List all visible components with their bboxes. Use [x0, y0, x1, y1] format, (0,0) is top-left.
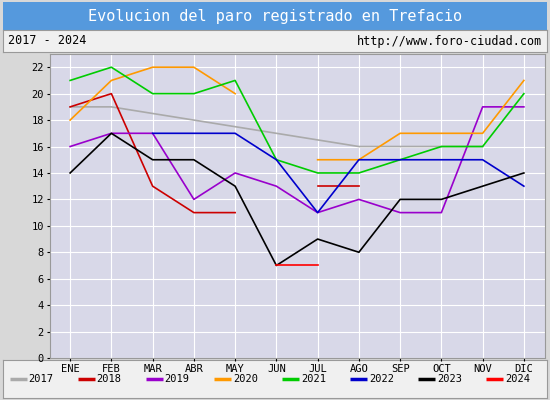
Text: Evolucion del paro registrado en Trefacio: Evolucion del paro registrado en Trefaci… [88, 8, 462, 24]
Text: 2018: 2018 [97, 374, 122, 384]
Text: 2023: 2023 [437, 374, 462, 384]
Text: 2022: 2022 [369, 374, 394, 384]
Text: 2020: 2020 [233, 374, 258, 384]
Text: 2017 - 2024: 2017 - 2024 [8, 34, 86, 48]
Text: 2024: 2024 [505, 374, 530, 384]
Text: 2017: 2017 [29, 374, 53, 384]
Text: 2019: 2019 [165, 374, 190, 384]
Text: 2021: 2021 [301, 374, 326, 384]
Text: http://www.foro-ciudad.com: http://www.foro-ciudad.com [356, 34, 542, 48]
